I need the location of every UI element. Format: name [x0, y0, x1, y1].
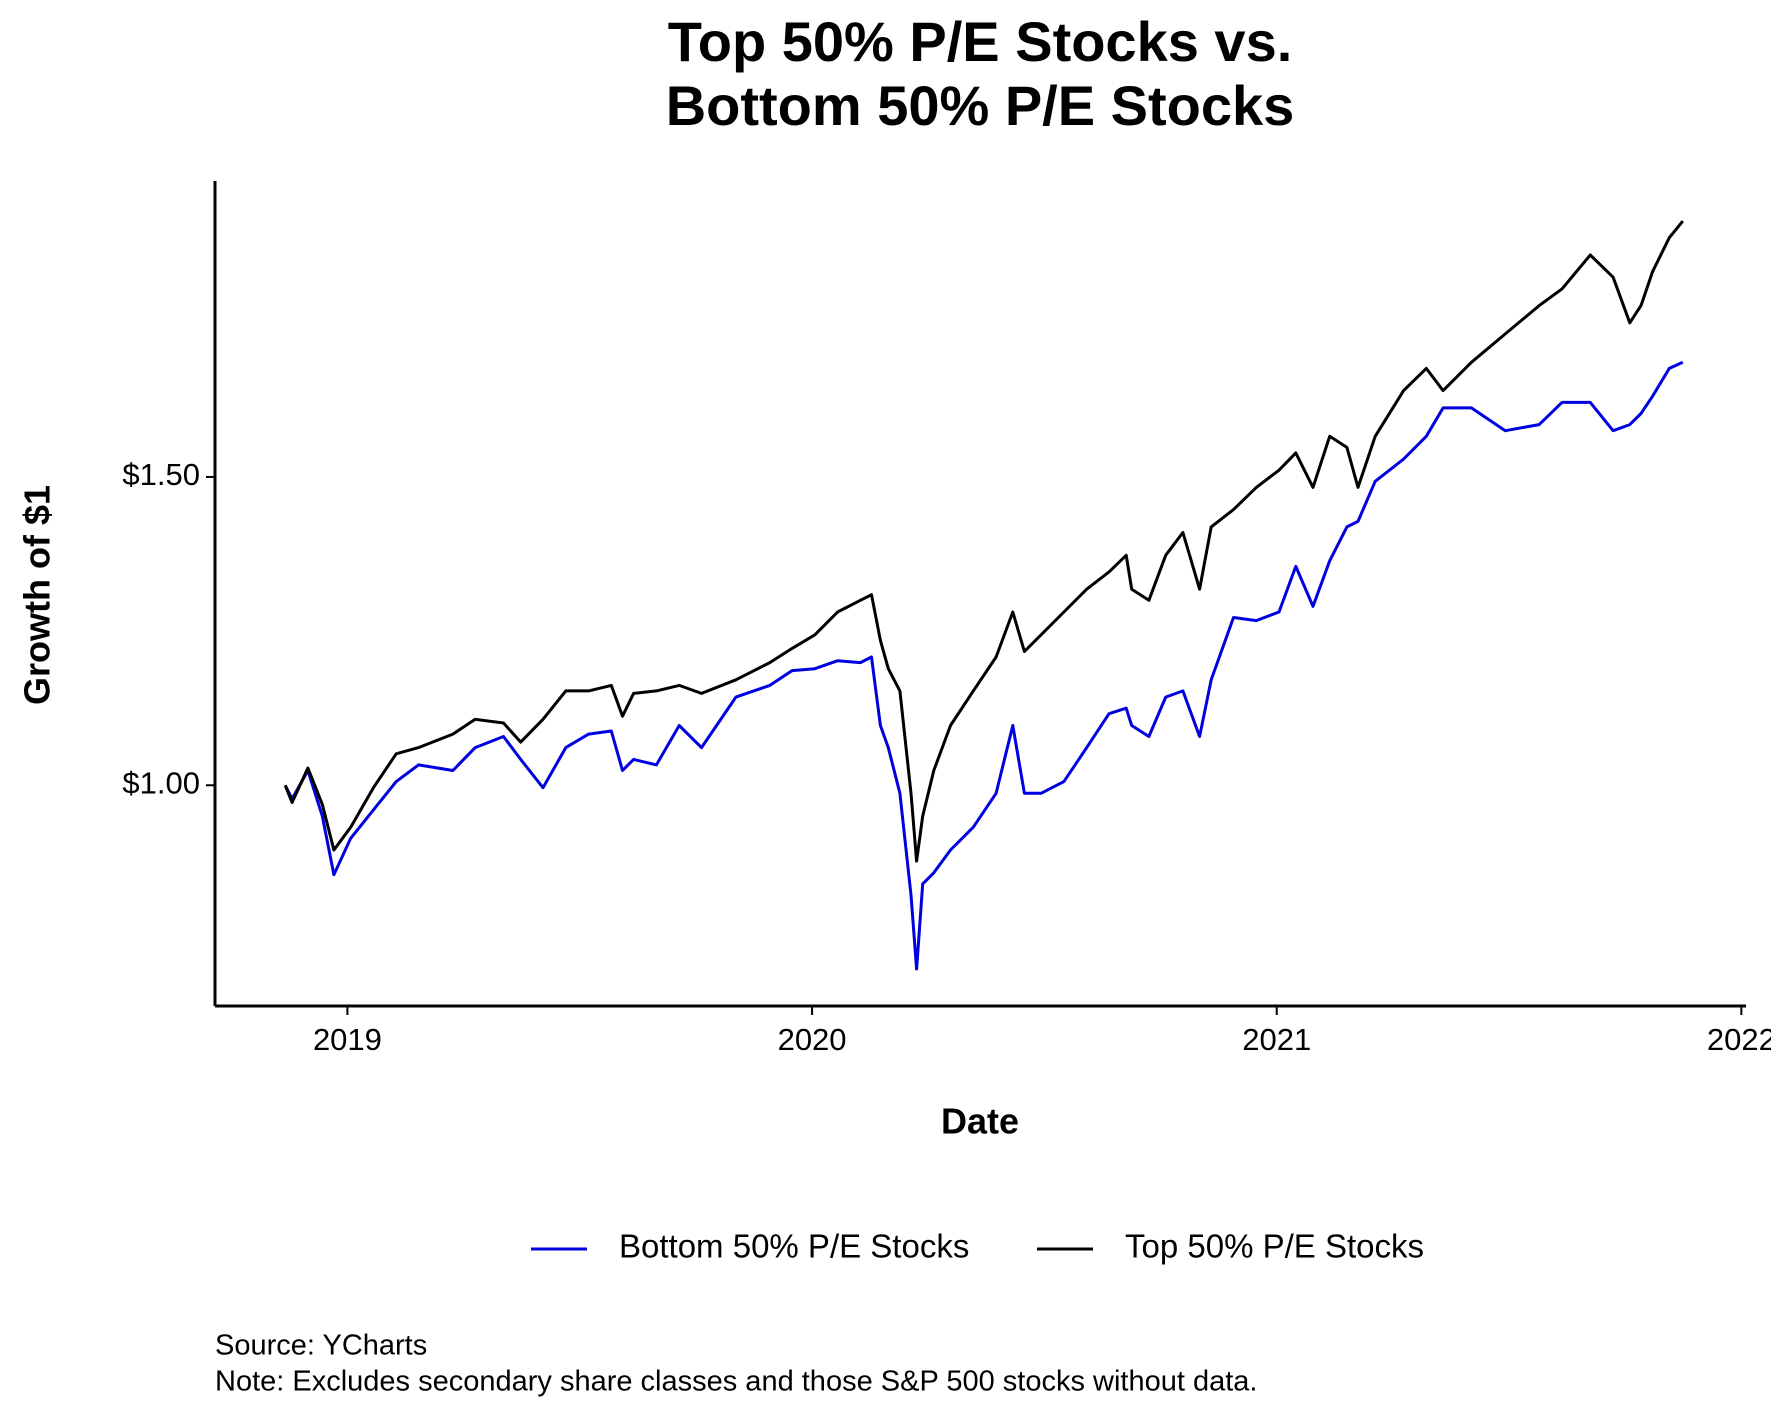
legend-label: Bottom 50% P/E Stocks: [619, 1228, 969, 1265]
legend-label: Top 50% P/E Stocks: [1125, 1228, 1424, 1265]
source-note: Source: YCharts: [215, 1330, 427, 1362]
x-tick-label: 2021: [1242, 1022, 1311, 1057]
chart-title: Bottom 50% P/E Stocks: [666, 74, 1295, 137]
chart-title: Top 50% P/E Stocks vs.: [668, 10, 1293, 73]
y-tick-label: $1.00: [122, 765, 200, 800]
footnote: Note: Excludes secondary share classes a…: [215, 1366, 1257, 1398]
x-tick-label: 2022: [1707, 1022, 1771, 1057]
y-axis-title: Growth of $1: [17, 485, 58, 705]
series-line: [283, 360, 1684, 971]
x-tick-label: 2020: [778, 1022, 847, 1057]
x-axis-title: Date: [941, 1101, 1019, 1142]
x-tick-label: 2019: [313, 1022, 382, 1057]
series-line: [283, 220, 1684, 863]
y-tick-label: $1.50: [122, 457, 200, 492]
